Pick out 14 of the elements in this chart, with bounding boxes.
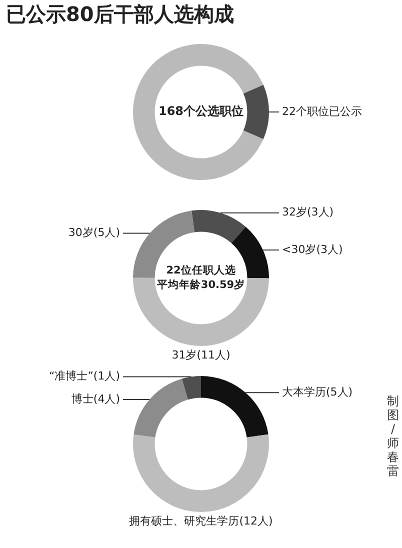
slice-label: 拥有硕士、研究生学历(12人) — [129, 514, 273, 528]
text: 制图/师春雷 — [387, 394, 399, 478]
slice-label: 大本学历(5人) — [282, 385, 353, 398]
slice-label: 22个职位已公示 — [282, 104, 362, 118]
slice-label: 博士(4人) — [71, 392, 120, 406]
text: 平均年龄30.59岁 — [156, 278, 246, 291]
slice-label: 32岁(3人) — [282, 206, 334, 219]
slice-label: “准博士”(1人) — [49, 370, 120, 383]
slice-label: 31岁(11人) — [172, 348, 230, 362]
text: 168个公选职位 — [158, 104, 244, 118]
chart-title: 已公示80后干部人选构成 — [6, 2, 234, 26]
slice-label: 30岁(5人) — [68, 226, 120, 240]
text: 22位任职人选 — [166, 263, 236, 276]
slice-label: <30岁(3人) — [282, 242, 343, 256]
